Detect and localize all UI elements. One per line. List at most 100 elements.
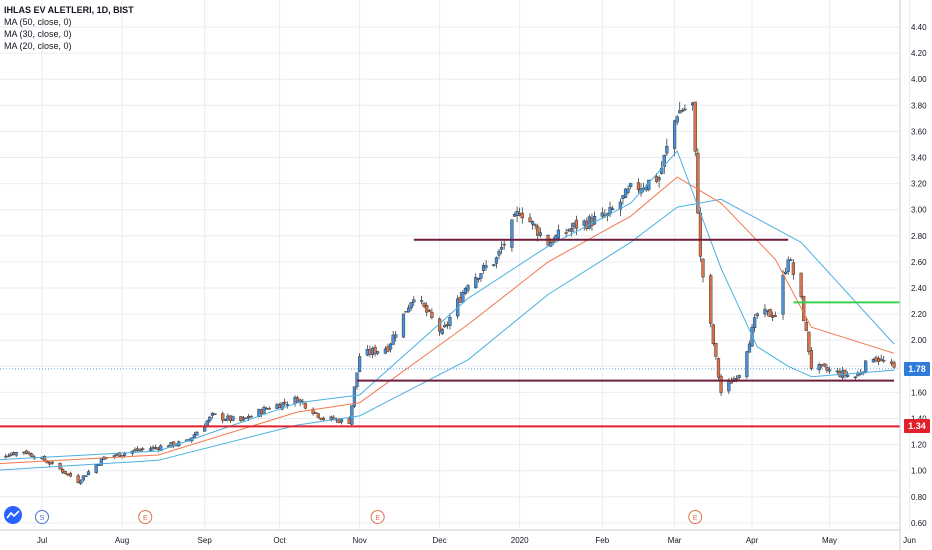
candle-body (66, 473, 70, 476)
candle-body (275, 404, 279, 409)
candle-body (123, 453, 127, 456)
candle-body (97, 464, 101, 466)
candle-body (445, 324, 449, 326)
candle-body (221, 413, 225, 421)
ma20-legend[interactable]: MA (20, close, 0) (4, 41, 72, 51)
y-tick-label: 0.60 (911, 519, 927, 528)
candle-body (228, 415, 233, 421)
candle-body (479, 273, 483, 279)
candle-body (820, 364, 824, 366)
candle-body (675, 116, 679, 123)
candle-body (84, 475, 88, 477)
candle-body (383, 348, 388, 354)
candle-body (117, 452, 122, 457)
candle-body (567, 229, 571, 232)
candle-body (283, 401, 287, 404)
y-tick-label: 1.60 (911, 388, 927, 397)
candle-body (401, 313, 406, 338)
candle-body (753, 317, 757, 328)
candle-body (154, 447, 158, 449)
symbol-title[interactable]: IHLAS EV ALETLERI, 1D, BIST (4, 5, 134, 15)
y-axis[interactable]: 0.600.801.001.201.401.601.802.002.202.40… (899, 0, 927, 550)
candle-body (709, 275, 713, 324)
candle-body (502, 243, 506, 246)
candle-body (443, 325, 447, 328)
candle-body (112, 455, 116, 457)
candle-body (623, 188, 628, 198)
candle-body (321, 417, 326, 420)
tradingview-logo[interactable] (4, 506, 22, 524)
candle-body (461, 292, 465, 303)
candle-body (719, 375, 723, 393)
candle-body (701, 258, 705, 278)
candle-body (696, 152, 700, 214)
candle-body (882, 359, 886, 362)
candle-body (365, 349, 369, 356)
candle-body (773, 315, 777, 317)
candle-body (662, 154, 666, 167)
y-tick-label: 2.40 (911, 284, 927, 293)
candle-body (63, 471, 67, 474)
candle-body (512, 213, 517, 217)
candle-body (22, 451, 26, 454)
y-tick-label: 2.20 (911, 310, 927, 319)
candle-body (244, 417, 248, 419)
x-tick-label: Apr (746, 536, 759, 545)
x-tick-label: Mar (668, 536, 682, 545)
candle-body (407, 307, 411, 313)
candle-body (133, 449, 137, 452)
candle-body (520, 212, 524, 219)
candle-body (440, 329, 444, 334)
candle-body (569, 228, 573, 232)
candle-body (148, 448, 153, 451)
candle-body (373, 346, 377, 355)
y-tick-label: 3.80 (911, 101, 927, 110)
x-tick-label: Jun (903, 536, 916, 545)
event-marker[interactable] (688, 510, 703, 524)
candle-body (277, 404, 282, 408)
x-tick-label: Nov (352, 536, 366, 545)
event-marker[interactable] (35, 510, 49, 524)
candle-body (476, 278, 480, 280)
plot-background (0, 0, 900, 530)
x-axis[interactable]: JulAugSepOctNovDec2020FebMarAprMayJun22 (0, 529, 932, 545)
candle-body (822, 363, 826, 367)
candle-body (781, 275, 785, 315)
candle-body (481, 265, 486, 271)
candle-body (156, 447, 160, 450)
candle-body (422, 302, 426, 307)
candle-body (592, 216, 597, 225)
last-price-badge: 1.78 (904, 361, 930, 376)
candle-body (14, 452, 18, 456)
event-marker[interactable] (138, 510, 153, 524)
horizontal-levels (0, 238, 900, 428)
candle-body (391, 334, 395, 345)
event-marker-label: E (693, 515, 698, 522)
candle-body (572, 222, 576, 228)
event-marker-label: E (143, 515, 148, 522)
candle-body (241, 417, 245, 421)
candle-body (81, 475, 85, 481)
candle-body (879, 358, 883, 361)
candle-body (352, 386, 357, 407)
candle-body (138, 449, 142, 452)
ma50-legend[interactable]: MA (50, close, 0) (4, 17, 72, 27)
candle-body (510, 219, 514, 248)
candle-body (484, 265, 488, 268)
candle-body (518, 213, 522, 216)
candle-body (329, 416, 333, 420)
y-tick-label: 1.20 (911, 441, 927, 450)
candle-body (311, 408, 315, 414)
candle-body (404, 311, 408, 313)
candle-body (874, 357, 878, 361)
candle-body (30, 453, 34, 457)
candle-body (538, 232, 542, 236)
ma30-legend[interactable]: MA (30, close, 0) (4, 29, 72, 39)
candle-body (9, 453, 13, 456)
candle-body (11, 452, 16, 455)
candle-body (611, 208, 615, 210)
candle-body (492, 264, 496, 267)
event-marker[interactable] (370, 510, 385, 524)
